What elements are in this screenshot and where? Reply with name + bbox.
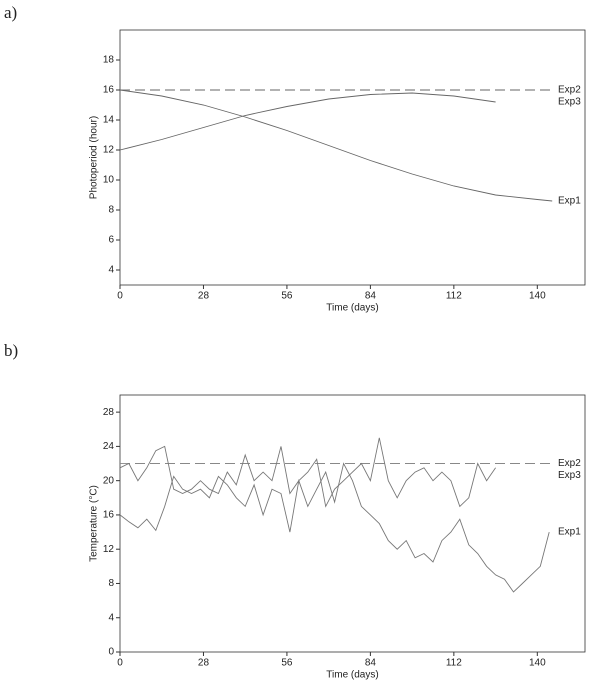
series-label: Exp3	[558, 470, 581, 481]
series-line	[119, 462, 550, 593]
y-axis-label: Photoperiod (hour)	[89, 116, 100, 199]
y-tick-label: 28	[103, 407, 115, 418]
x-axis-label: Time (days)	[326, 670, 378, 681]
y-tick-label: 14	[103, 115, 115, 126]
series-label: Exp3	[558, 97, 581, 108]
x-tick-label: 140	[529, 291, 546, 302]
x-tick-label: 0	[117, 658, 123, 669]
x-tick-label: 84	[365, 658, 377, 669]
plot-frame	[119, 29, 586, 286]
x-tick-label: 84	[365, 291, 377, 302]
x-tick-label: 56	[281, 291, 293, 302]
plot-frame	[119, 394, 586, 653]
y-tick-label: 12	[103, 544, 115, 555]
y-tick-label: 4	[108, 612, 114, 623]
y-tick-label: 24	[103, 441, 115, 452]
series-label: Exp2	[558, 458, 581, 469]
y-axis-label: Temperature (°C)	[89, 485, 100, 562]
x-axis-label: Time (days)	[326, 303, 378, 314]
y-tick-label: 20	[103, 475, 115, 486]
x-tick-label: 28	[198, 658, 210, 669]
panel: b) 0 4 8 12 16 20 24 28 0 28 56 84 112 140 Time (days) T…	[4, 341, 586, 681]
x-tick-label: 140	[529, 658, 546, 669]
series-line	[119, 437, 496, 508]
x-tick-label: 112	[446, 291, 462, 302]
y-tick-label: 8	[108, 205, 114, 216]
series-line	[119, 92, 496, 151]
y-tick-label: 12	[103, 145, 115, 156]
series-label: Exp1	[558, 527, 581, 538]
x-tick-label: 56	[281, 658, 293, 669]
y-tick-label: 10	[103, 175, 115, 186]
y-tick-label: 16	[103, 510, 115, 521]
panel-label: a)	[4, 3, 17, 22]
panel-label: b)	[4, 341, 18, 360]
y-tick-label: 18	[103, 55, 115, 66]
y-tick-label: 4	[108, 265, 114, 276]
series-line	[119, 89, 553, 202]
x-tick-label: 0	[117, 291, 123, 302]
y-tick-label: 8	[108, 578, 114, 589]
y-tick-label: 0	[108, 647, 114, 658]
y-tick-label: 6	[108, 235, 114, 246]
x-tick-label: 112	[446, 658, 462, 669]
y-tick-label: 16	[103, 85, 115, 96]
panel: a) 4 6 8 10 12 14 16 18 0 28 56 84 112 140 Time (days) P…	[4, 3, 586, 314]
x-tick-label: 28	[198, 291, 210, 302]
series-label: Exp2	[558, 85, 581, 96]
series-label: Exp1	[558, 196, 581, 207]
